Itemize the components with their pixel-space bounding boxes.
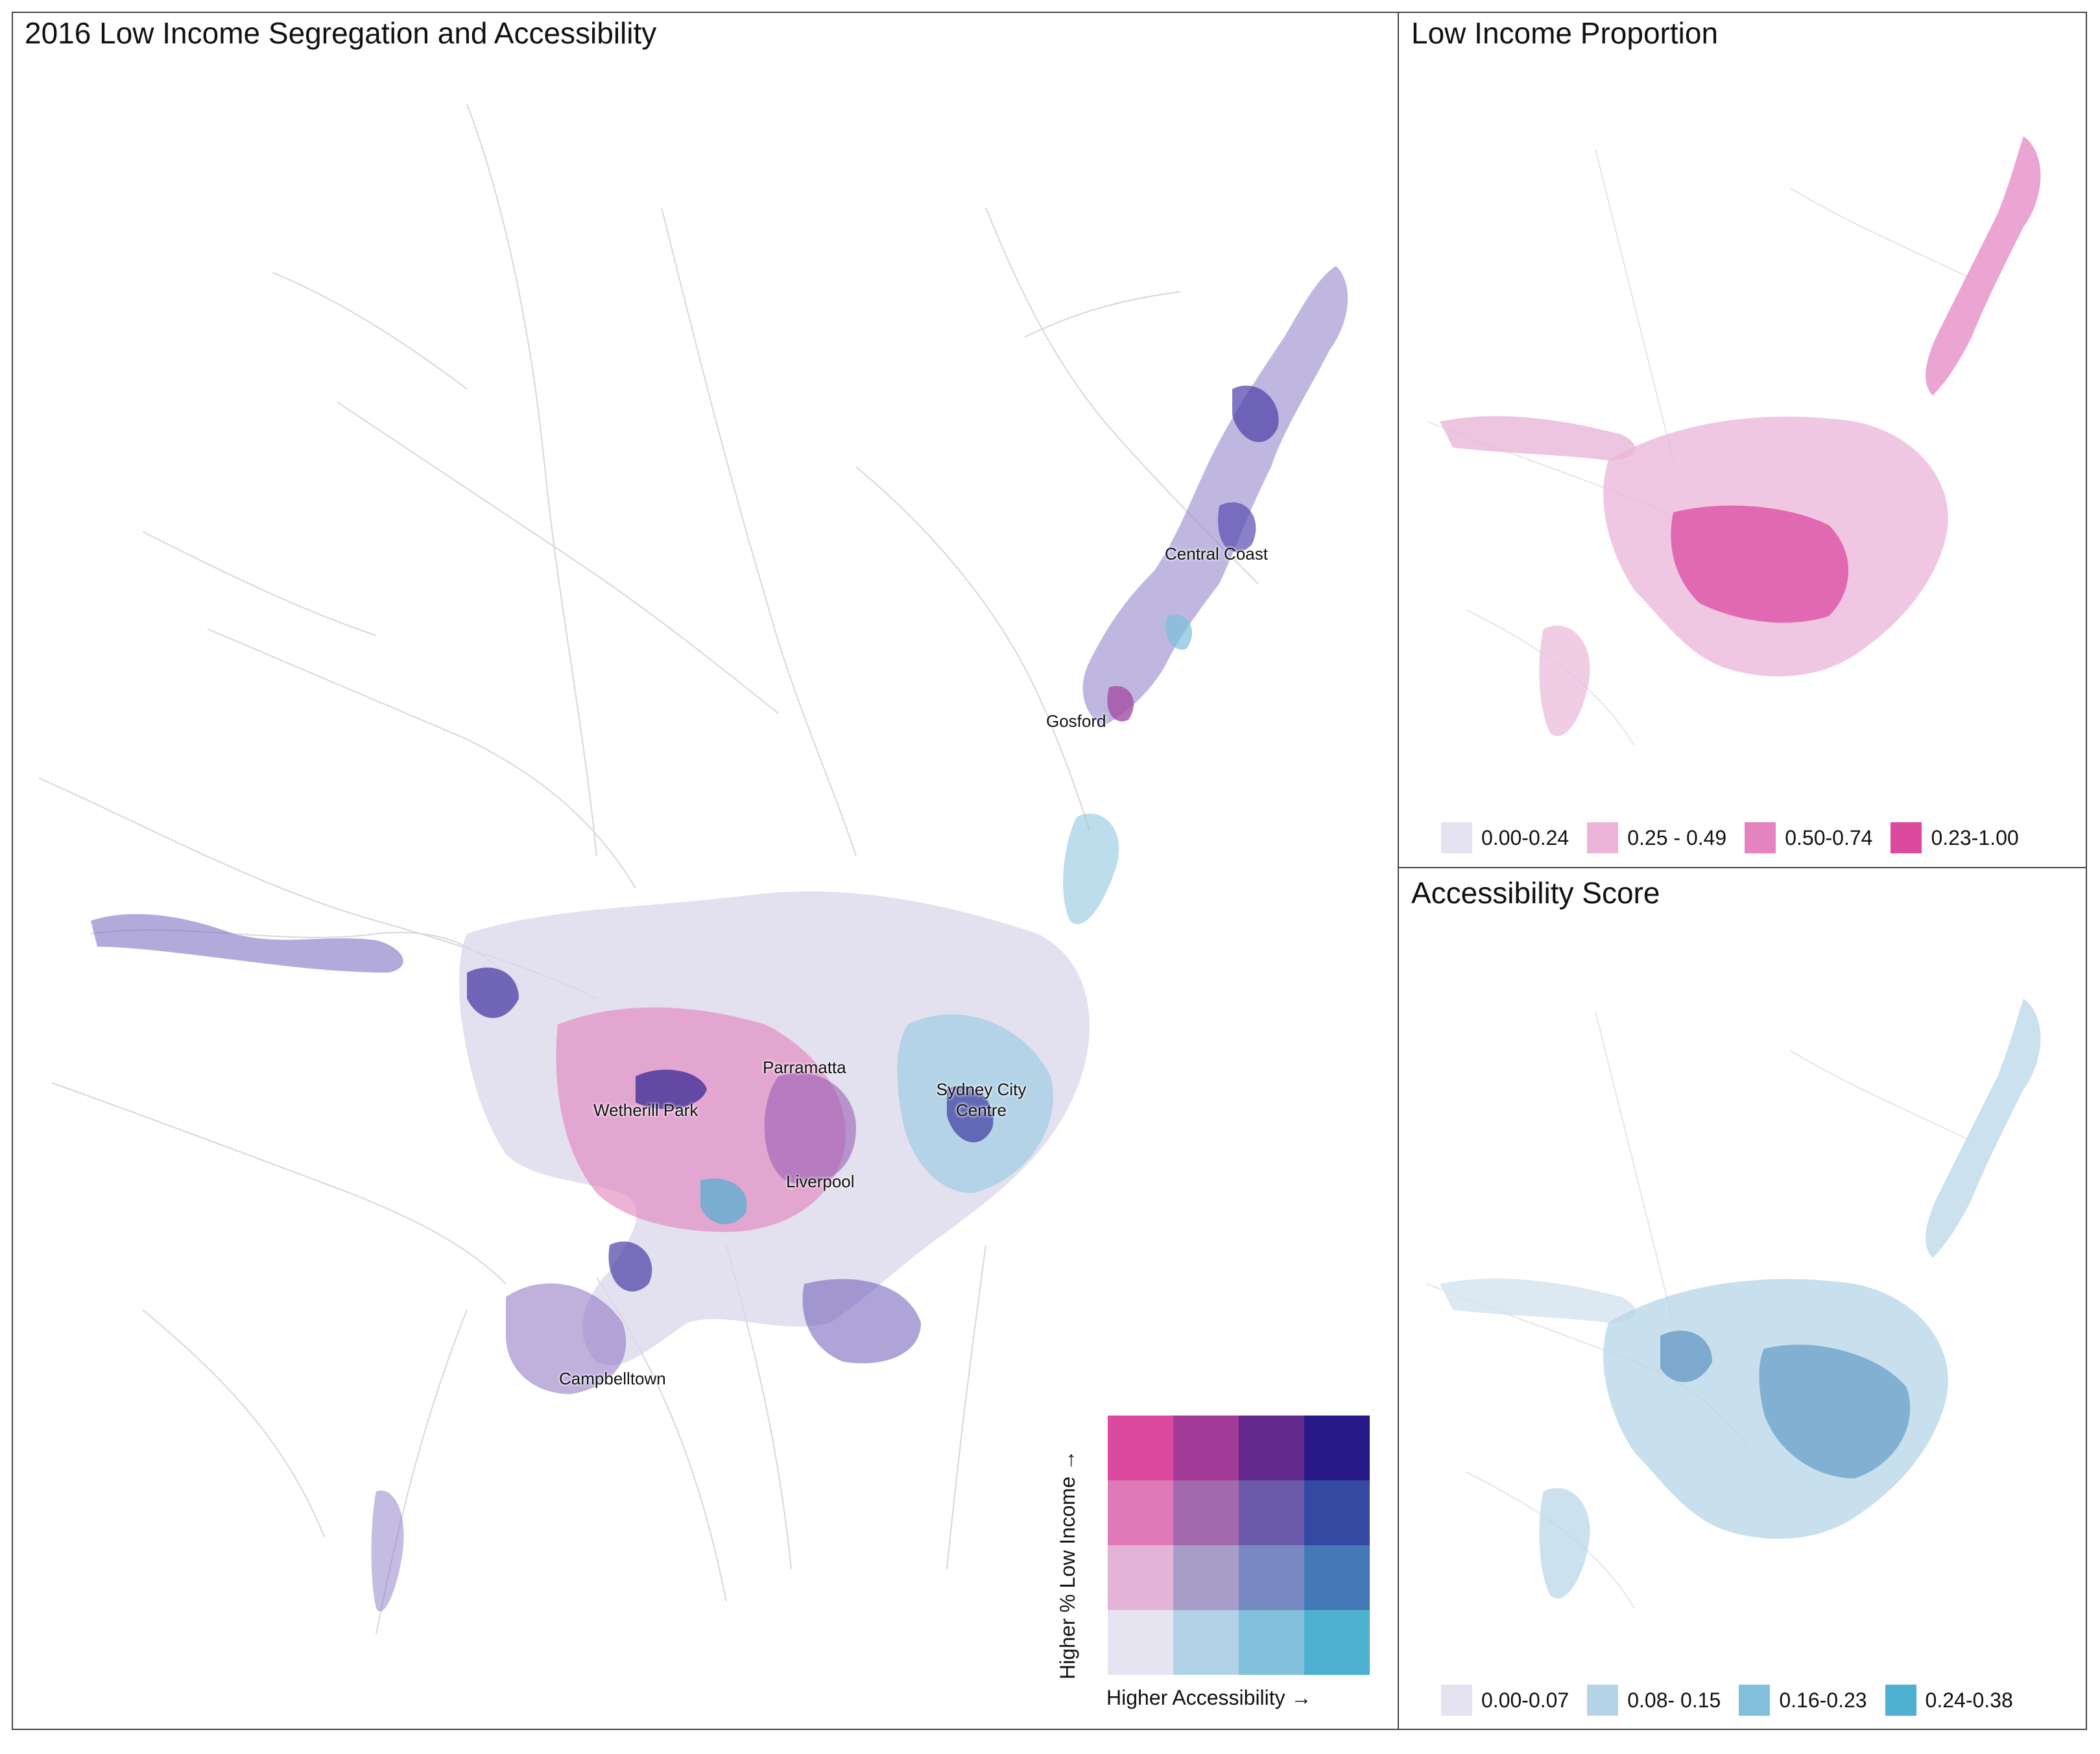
legend-label: 0.00-0.24 [1481, 825, 1569, 849]
legend-swatch [1441, 1685, 1472, 1716]
legend-item: 0.50-0.74 [1745, 822, 1872, 853]
bivariate-x-axis-label: Higher Accessibility → [1106, 1686, 1312, 1709]
low-income-title: Low Income Proportion [1411, 16, 1719, 50]
city-label-sydney: Sydney City Centre [936, 1080, 1027, 1120]
bivariate-cell [1304, 1610, 1370, 1675]
legend-label: 0.23-1.00 [1931, 825, 2019, 849]
accessibility-title: Accessibility Score [1411, 876, 1660, 910]
legend-label: 0.08- 0.15 [1627, 1688, 1721, 1712]
bivariate-legend [1108, 1416, 1370, 1675]
legend-swatch [1885, 1685, 1916, 1716]
main-map-title: 2016 Low Income Segregation and Accessib… [25, 16, 657, 50]
city-label-parramatta: Parramatta [763, 1058, 846, 1077]
panel-divider-vertical [1398, 12, 1399, 1730]
accessibility-map[interactable] [1401, 921, 2085, 1679]
metro-west-shape [1660, 1331, 1712, 1382]
panel-divider-horizontal [1398, 867, 2087, 868]
legend-swatch [1891, 822, 1922, 853]
legend-swatch [1587, 822, 1619, 853]
sydney-metro-region [459, 813, 1119, 1366]
bivariate-cell [1239, 1416, 1304, 1480]
metro-core-shape [1671, 505, 1848, 623]
city-label-central-coast: Central Coast [1165, 544, 1268, 563]
low-income-map[interactable] [1401, 58, 2085, 824]
legend-label: 0.00-0.07 [1481, 1688, 1569, 1712]
bivariate-cell [1239, 1610, 1304, 1675]
central-coast-region [1082, 266, 1348, 726]
south-west-shape [1539, 1487, 1590, 1599]
south-west-shape [1539, 625, 1590, 737]
legend-item: 0.00-0.24 [1441, 822, 1569, 853]
legend-item: 0.16-0.23 [1739, 1685, 1867, 1716]
legend-swatch [1441, 822, 1472, 853]
bivariate-cell [1173, 1610, 1239, 1675]
bivariate-cell [1239, 1545, 1304, 1610]
bivariate-cell [1239, 1480, 1304, 1545]
bivariate-y-axis-label: Higher % Low Income → [1056, 1450, 1079, 1679]
legend-swatch [1587, 1685, 1619, 1716]
city-label-campbelltown: Campbelltown [559, 1369, 666, 1388]
central-coast-shape [1926, 136, 2041, 396]
city-label-liverpool: Liverpool [786, 1172, 855, 1191]
central-coast-shape [1926, 999, 2041, 1258]
legend-label: 0.24-0.38 [1925, 1688, 2013, 1712]
bivariate-cell [1108, 1545, 1173, 1610]
legend-item: 0.00-0.07 [1441, 1685, 1569, 1716]
legend-item: 0.08- 0.15 [1587, 1685, 1721, 1716]
figure-frame [12, 12, 2087, 1730]
city-label-gosford: Gosford [1046, 711, 1106, 731]
city-label-wetherill-park: Wetherill Park [593, 1100, 698, 1120]
bivariate-cell [1304, 1480, 1370, 1545]
legend-label: 0.25 - 0.49 [1627, 825, 1727, 849]
legend-swatch [1745, 822, 1776, 853]
bivariate-cell [1108, 1610, 1173, 1675]
bivariate-cell [1108, 1416, 1173, 1480]
bivariate-cell [1304, 1416, 1370, 1480]
legend-item: 0.23-1.00 [1891, 822, 2019, 853]
bivariate-cell [1173, 1545, 1239, 1610]
western-corridor-shape [1440, 416, 1636, 460]
bivariate-cell [1173, 1480, 1239, 1545]
south-west-region [371, 1279, 921, 1612]
metro-core-shape [1759, 1344, 1911, 1478]
legend-swatch [1739, 1685, 1771, 1716]
bivariate-cell [1173, 1416, 1239, 1480]
bivariate-cell [1304, 1545, 1370, 1610]
legend-item: 0.25 - 0.49 [1587, 822, 1726, 853]
low-income-legend: 0.00-0.24 0.25 - 0.49 0.50-0.74 0.23-1.0… [1441, 822, 2037, 853]
main-map[interactable] [13, 13, 1397, 1729]
western-corridor [91, 914, 403, 973]
western-corridor-shape [1440, 1278, 1636, 1323]
bivariate-cell [1108, 1480, 1173, 1545]
accessibility-legend: 0.00-0.07 0.08- 0.15 0.16-0.23 0.24-0.38 [1441, 1685, 2031, 1716]
legend-label: 0.50-0.74 [1785, 825, 1873, 849]
legend-item: 0.24-0.38 [1885, 1685, 2013, 1716]
legend-label: 0.16-0.23 [1779, 1688, 1867, 1712]
